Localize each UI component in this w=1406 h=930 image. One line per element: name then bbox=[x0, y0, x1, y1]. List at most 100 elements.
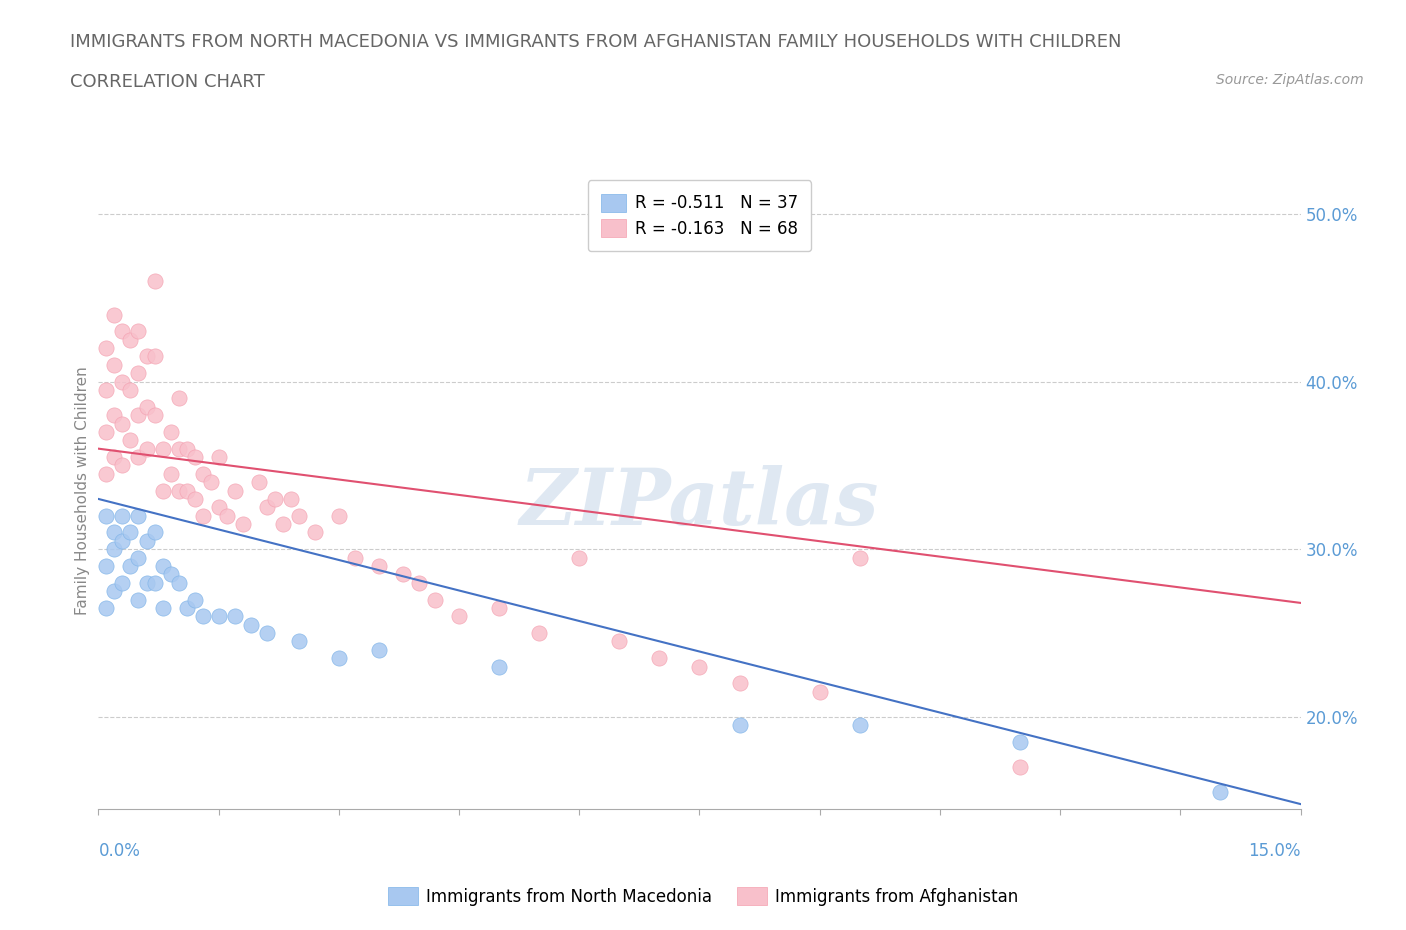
Point bbox=[96, 559, 118, 574]
Point bbox=[96, 509, 118, 524]
Point bbox=[143, 349, 166, 364]
Text: Source: ZipAtlas.com: Source: ZipAtlas.com bbox=[1216, 73, 1364, 86]
Point bbox=[328, 509, 350, 524]
Point bbox=[288, 634, 311, 649]
Point bbox=[208, 449, 231, 464]
Point bbox=[120, 525, 142, 540]
Point bbox=[159, 466, 181, 481]
Point bbox=[167, 441, 190, 456]
Point bbox=[328, 651, 350, 666]
Point bbox=[256, 626, 278, 641]
Point bbox=[96, 424, 118, 439]
Point bbox=[103, 357, 125, 372]
Point bbox=[103, 525, 125, 540]
Point bbox=[96, 601, 118, 616]
Point bbox=[728, 676, 751, 691]
Point bbox=[176, 483, 198, 498]
Point bbox=[183, 592, 205, 607]
Point bbox=[183, 449, 205, 464]
Point bbox=[304, 525, 326, 540]
Point bbox=[368, 643, 391, 658]
Point bbox=[208, 500, 231, 515]
Point bbox=[280, 492, 302, 507]
Point bbox=[128, 509, 150, 524]
Point bbox=[232, 517, 254, 532]
Point bbox=[128, 324, 150, 339]
Point bbox=[152, 559, 174, 574]
Point bbox=[96, 466, 118, 481]
Point bbox=[343, 551, 366, 565]
Point bbox=[143, 576, 166, 591]
Point bbox=[128, 592, 150, 607]
Text: 15.0%: 15.0% bbox=[1249, 842, 1301, 860]
Point bbox=[111, 374, 134, 389]
Point bbox=[488, 601, 510, 616]
Point bbox=[849, 718, 872, 733]
Point bbox=[135, 399, 157, 414]
Point bbox=[224, 483, 246, 498]
Point bbox=[1209, 785, 1232, 800]
Point bbox=[152, 483, 174, 498]
Point bbox=[183, 492, 205, 507]
Point bbox=[288, 509, 311, 524]
Point bbox=[103, 542, 125, 557]
Point bbox=[143, 525, 166, 540]
Point bbox=[120, 432, 142, 447]
Point bbox=[728, 718, 751, 733]
Point bbox=[529, 626, 551, 641]
Text: IMMIGRANTS FROM NORTH MACEDONIA VS IMMIGRANTS FROM AFGHANISTAN FAMILY HOUSEHOLDS: IMMIGRANTS FROM NORTH MACEDONIA VS IMMIG… bbox=[70, 33, 1122, 50]
Point bbox=[96, 382, 118, 397]
Text: 0.0%: 0.0% bbox=[98, 842, 141, 860]
Point bbox=[167, 576, 190, 591]
Point bbox=[271, 517, 294, 532]
Point bbox=[128, 365, 150, 380]
Point bbox=[568, 551, 591, 565]
Point bbox=[609, 634, 631, 649]
Point bbox=[135, 576, 157, 591]
Point bbox=[152, 441, 174, 456]
Point bbox=[103, 449, 125, 464]
Point bbox=[689, 659, 711, 674]
Point bbox=[103, 584, 125, 599]
Point bbox=[143, 273, 166, 288]
Point bbox=[128, 551, 150, 565]
Point bbox=[215, 509, 238, 524]
Point bbox=[103, 407, 125, 422]
Point bbox=[128, 407, 150, 422]
Point bbox=[191, 609, 214, 624]
Point bbox=[191, 509, 214, 524]
Point bbox=[159, 424, 181, 439]
Point bbox=[247, 474, 270, 489]
Point bbox=[120, 332, 142, 347]
Point bbox=[120, 382, 142, 397]
Point bbox=[256, 500, 278, 515]
Point bbox=[159, 567, 181, 582]
Point bbox=[111, 458, 134, 472]
Point bbox=[167, 483, 190, 498]
Point bbox=[648, 651, 671, 666]
Point bbox=[176, 441, 198, 456]
Point bbox=[135, 349, 157, 364]
Point bbox=[111, 576, 134, 591]
Point bbox=[208, 609, 231, 624]
Point bbox=[135, 534, 157, 549]
Point bbox=[111, 324, 134, 339]
Point bbox=[1010, 760, 1032, 775]
Legend: R = -0.511   N = 37, R = -0.163   N = 68: R = -0.511 N = 37, R = -0.163 N = 68 bbox=[588, 180, 811, 251]
Point bbox=[167, 391, 190, 405]
Point bbox=[128, 449, 150, 464]
Point bbox=[152, 601, 174, 616]
Point bbox=[408, 576, 430, 591]
Point bbox=[849, 551, 872, 565]
Point bbox=[808, 684, 831, 699]
Point bbox=[392, 567, 415, 582]
Point bbox=[135, 441, 157, 456]
Legend: Immigrants from North Macedonia, Immigrants from Afghanistan: Immigrants from North Macedonia, Immigra… bbox=[381, 881, 1025, 912]
Point bbox=[263, 492, 285, 507]
Point bbox=[96, 340, 118, 355]
Text: CORRELATION CHART: CORRELATION CHART bbox=[70, 73, 266, 90]
Point bbox=[423, 592, 446, 607]
Point bbox=[447, 609, 470, 624]
Text: ZIPatlas: ZIPatlas bbox=[520, 465, 879, 541]
Point bbox=[191, 466, 214, 481]
